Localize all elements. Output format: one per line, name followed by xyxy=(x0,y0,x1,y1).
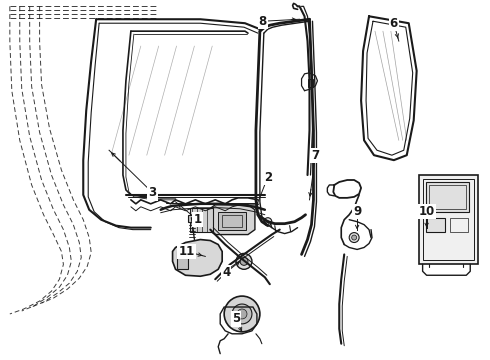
Text: 10: 10 xyxy=(418,205,435,218)
Polygon shape xyxy=(208,205,255,235)
Circle shape xyxy=(349,233,359,243)
Circle shape xyxy=(224,296,260,332)
Bar xyxy=(218,212,246,230)
Bar xyxy=(429,185,466,209)
Text: 6: 6 xyxy=(390,17,398,30)
Circle shape xyxy=(352,235,357,240)
Bar xyxy=(426,218,445,231)
Circle shape xyxy=(237,309,247,319)
Polygon shape xyxy=(189,215,196,222)
Circle shape xyxy=(236,253,252,269)
Text: 8: 8 xyxy=(259,15,267,28)
Text: 5: 5 xyxy=(232,312,240,325)
Text: 2: 2 xyxy=(264,171,272,184)
Polygon shape xyxy=(172,239,222,276)
Bar xyxy=(426,182,469,212)
Text: 11: 11 xyxy=(178,245,195,258)
Text: 4: 4 xyxy=(222,266,230,279)
Bar xyxy=(176,251,189,269)
Bar xyxy=(418,175,478,264)
Bar xyxy=(450,218,468,231)
Circle shape xyxy=(240,257,248,265)
Text: 7: 7 xyxy=(311,149,319,162)
Text: 9: 9 xyxy=(353,205,361,218)
Circle shape xyxy=(232,304,252,324)
Polygon shape xyxy=(191,208,213,231)
Bar xyxy=(222,215,242,227)
Bar xyxy=(422,179,474,260)
Text: 1: 1 xyxy=(194,213,201,226)
Text: 3: 3 xyxy=(148,186,157,199)
Circle shape xyxy=(264,218,272,226)
Bar xyxy=(308,79,314,87)
